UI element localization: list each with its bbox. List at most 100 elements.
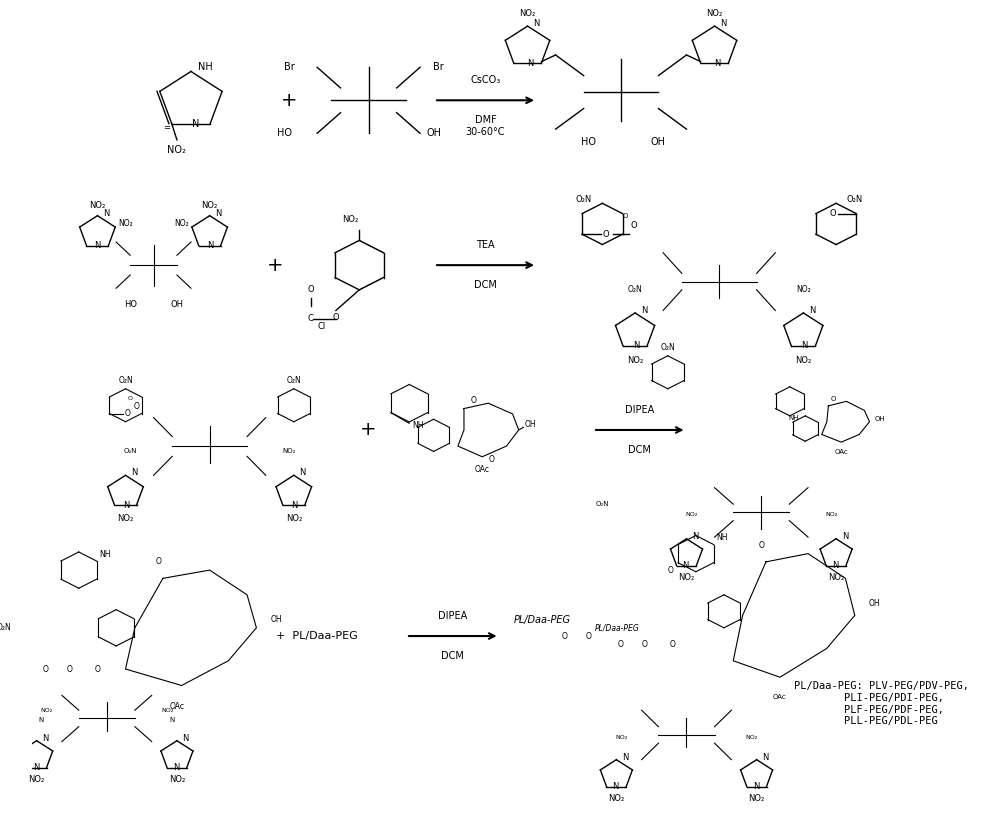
Text: OH: OH: [270, 615, 282, 624]
Text: O: O: [585, 632, 591, 641]
Text: N: N: [183, 734, 189, 743]
Text: NO₂: NO₂: [167, 145, 186, 155]
Text: NO₂: NO₂: [685, 512, 697, 517]
Text: O: O: [670, 640, 675, 649]
Text: O₂N: O₂N: [123, 447, 137, 453]
Text: O₂N: O₂N: [847, 194, 863, 203]
Text: NO₂: NO₂: [89, 201, 106, 210]
Text: NO₂: NO₂: [627, 356, 643, 365]
Text: NO₂: NO₂: [174, 219, 189, 228]
Text: N: N: [170, 717, 175, 723]
Text: NO₂: NO₂: [748, 794, 765, 803]
Text: NO₂: NO₂: [796, 285, 811, 294]
Text: N: N: [215, 208, 222, 218]
Text: OAc: OAc: [169, 702, 184, 711]
Text: N: N: [633, 342, 640, 351]
Text: PL/Daa-PEG: PL/Daa-PEG: [514, 614, 571, 624]
Text: N: N: [192, 118, 199, 129]
Text: N: N: [39, 717, 44, 723]
Text: O: O: [831, 396, 836, 402]
Text: O: O: [124, 409, 130, 418]
Text: NO₂: NO₂: [169, 775, 185, 784]
Text: NH: NH: [198, 62, 213, 72]
Text: HO: HO: [277, 128, 292, 138]
Text: N: N: [533, 19, 540, 28]
Text: NO₂: NO₂: [746, 735, 758, 740]
Text: N: N: [832, 562, 839, 570]
Text: O₂N: O₂N: [596, 501, 609, 507]
Text: O: O: [155, 557, 161, 566]
Text: NH: NH: [412, 422, 424, 431]
Text: NO₂: NO₂: [117, 514, 134, 523]
Text: O: O: [622, 213, 628, 219]
Text: DCM: DCM: [441, 651, 464, 661]
Text: NO₂: NO₂: [202, 201, 218, 210]
Text: OH: OH: [525, 420, 536, 429]
Text: O: O: [641, 640, 647, 649]
Text: O: O: [603, 230, 609, 239]
Text: NO₂: NO₂: [825, 512, 838, 517]
Text: O₂N: O₂N: [286, 376, 301, 385]
Text: O: O: [307, 285, 314, 294]
Text: N: N: [95, 241, 101, 250]
Text: O: O: [127, 396, 132, 401]
Text: OH: OH: [170, 300, 183, 309]
Text: O₂N: O₂N: [0, 624, 11, 633]
Text: N: N: [622, 753, 628, 762]
Text: O: O: [829, 209, 836, 218]
Text: N: N: [842, 532, 848, 541]
Text: NO₂: NO₂: [282, 447, 296, 453]
Text: N: N: [753, 782, 759, 791]
Text: O₂N: O₂N: [628, 285, 642, 294]
Text: +: +: [267, 256, 283, 275]
Text: OH: OH: [875, 417, 885, 423]
Text: O₂N: O₂N: [118, 376, 133, 385]
Text: N: N: [802, 342, 808, 351]
Text: PL/Daa-PEG: PL/Daa-PEG: [595, 624, 640, 633]
Text: +: +: [281, 91, 297, 110]
Text: O: O: [333, 313, 339, 322]
Text: Br: Br: [284, 62, 295, 72]
Text: +  PL/Daa-PEG: + PL/Daa-PEG: [276, 631, 358, 641]
Text: N: N: [612, 782, 619, 791]
Text: N: N: [692, 532, 698, 541]
Text: N: N: [103, 208, 109, 218]
Text: N: N: [762, 753, 769, 762]
Text: NO₂: NO₂: [118, 219, 133, 228]
Text: NO₂: NO₂: [795, 356, 811, 365]
Text: HO: HO: [124, 300, 137, 309]
Text: O: O: [631, 222, 637, 231]
Text: CsCO₃: CsCO₃: [470, 75, 501, 85]
Text: Br: Br: [433, 62, 444, 72]
Text: N: N: [809, 306, 815, 315]
Text: =: =: [164, 123, 171, 132]
Text: NO₂: NO₂: [706, 9, 723, 18]
Text: N: N: [683, 562, 689, 570]
Text: NO₂: NO₂: [615, 735, 627, 740]
Text: O: O: [667, 566, 673, 576]
Text: O₂N: O₂N: [660, 343, 675, 352]
Text: O: O: [470, 396, 476, 405]
Text: N: N: [720, 19, 727, 28]
Text: O: O: [488, 455, 494, 464]
Text: Cl: Cl: [317, 323, 325, 332]
Text: NO₂: NO₂: [286, 514, 302, 523]
Text: DIPEA: DIPEA: [438, 611, 467, 621]
Text: N: N: [527, 59, 534, 68]
Text: O: O: [134, 403, 140, 411]
Text: OAc: OAc: [834, 449, 848, 455]
Text: N: N: [641, 306, 647, 315]
Text: DCM: DCM: [628, 445, 651, 455]
Text: O: O: [66, 665, 72, 673]
Text: NO₂: NO₂: [678, 573, 695, 582]
Text: PL/Daa-PEG: PLV-PEG/PDV-PEG,
        PLI-PEG/PDI-PEG,
        PLF-PEG/PDF-PEG,
 : PL/Daa-PEG: PLV-PEG/PDV-PEG, PLI-PEG/PDI…: [794, 681, 969, 726]
Text: O₂N: O₂N: [576, 194, 592, 203]
Text: OH: OH: [651, 136, 666, 146]
Text: N: N: [123, 500, 129, 509]
Text: NO₂: NO₂: [828, 573, 844, 582]
Text: OH: OH: [869, 599, 880, 608]
Text: +: +: [360, 420, 377, 439]
Text: NO₂: NO₂: [29, 775, 45, 784]
Text: NO₂: NO₂: [161, 708, 174, 713]
Text: OAc: OAc: [773, 694, 787, 700]
